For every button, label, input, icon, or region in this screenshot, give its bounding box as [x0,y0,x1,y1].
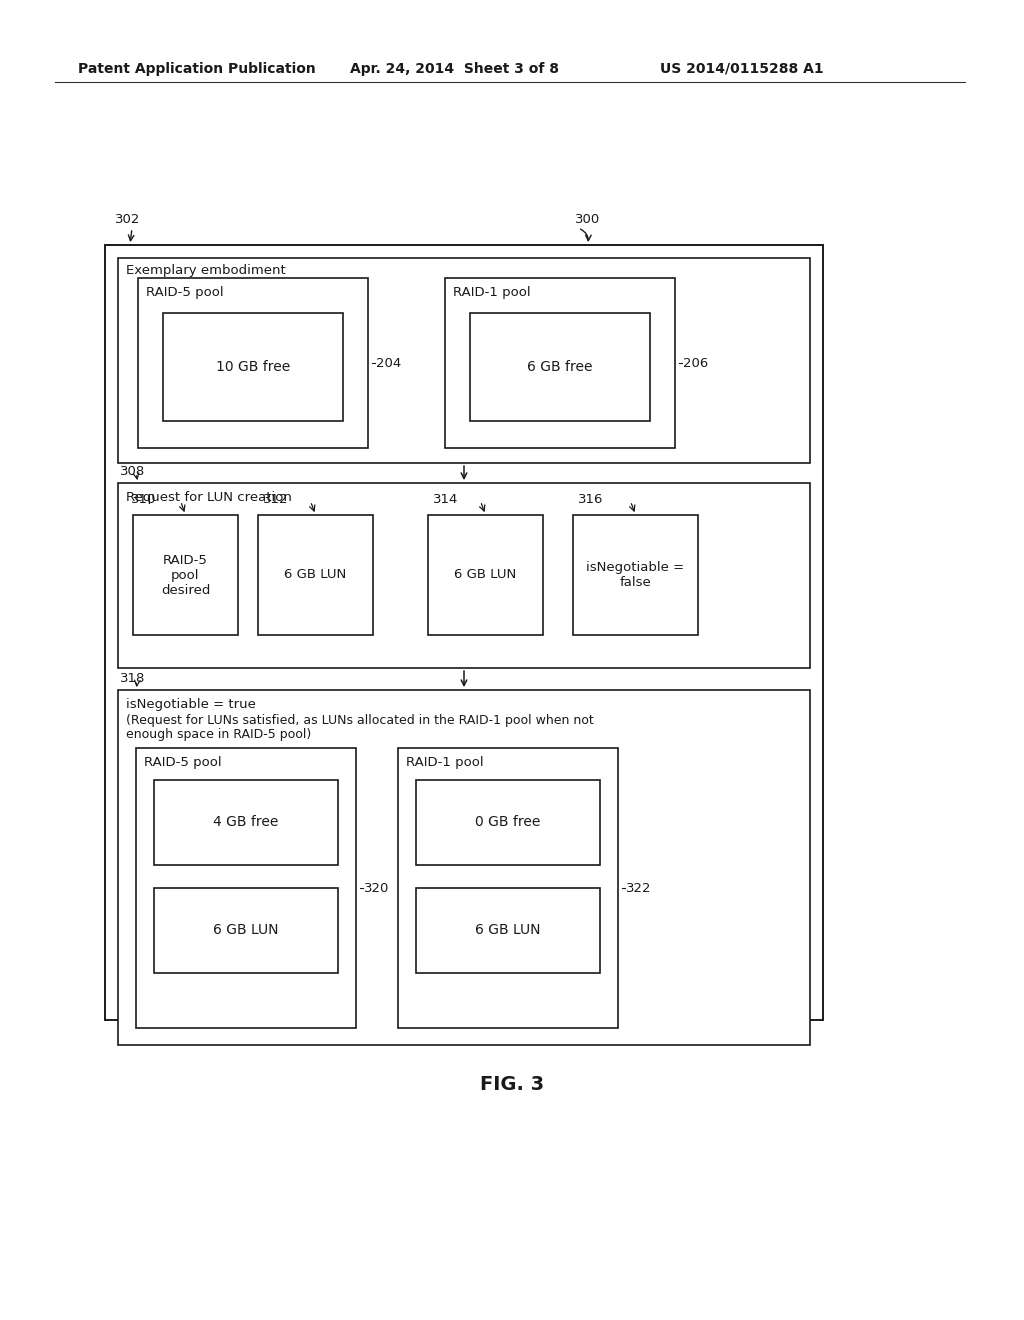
Text: 6 GB LUN: 6 GB LUN [455,569,517,582]
Bar [154,888,338,973]
Bar [154,780,338,865]
Text: RAID-5 pool: RAID-5 pool [144,756,221,770]
Text: 308: 308 [120,465,145,478]
Bar [398,748,618,1028]
Text: 310: 310 [131,492,157,506]
Text: isNegotiable =
false: isNegotiable = false [587,561,685,589]
Text: 302: 302 [115,213,140,226]
Text: 314: 314 [433,492,459,506]
Text: 4 GB free: 4 GB free [213,816,279,829]
Text: Apr. 24, 2014  Sheet 3 of 8: Apr. 24, 2014 Sheet 3 of 8 [350,62,559,77]
Text: US 2014/0115288 A1: US 2014/0115288 A1 [660,62,823,77]
Text: 316: 316 [578,492,603,506]
Bar [573,515,698,635]
Bar [133,515,238,635]
Bar [163,313,343,421]
Text: 6 GB LUN: 6 GB LUN [475,924,541,937]
Text: 10 GB free: 10 GB free [216,360,290,374]
Bar [118,483,810,668]
Text: RAID-5 pool: RAID-5 pool [146,286,223,300]
Text: isNegotiable = true: isNegotiable = true [126,698,256,711]
Text: 312: 312 [263,492,289,506]
Text: 322: 322 [626,882,651,895]
Bar [118,257,810,463]
Text: 300: 300 [575,213,600,226]
Text: RAID-5
pool
desired: RAID-5 pool desired [161,553,210,597]
Bar [138,279,368,447]
Bar [416,888,600,973]
Text: 318: 318 [120,672,145,685]
Bar [118,690,810,1045]
Bar [445,279,675,447]
Text: 6 GB LUN: 6 GB LUN [213,924,279,937]
Text: FIG. 3: FIG. 3 [480,1074,544,1094]
Text: RAID-1 pool: RAID-1 pool [406,756,483,770]
Bar [136,748,356,1028]
Text: Exemplary embodiment: Exemplary embodiment [126,264,286,277]
Bar [428,515,543,635]
Text: RAID-1 pool: RAID-1 pool [453,286,530,300]
Bar [470,313,650,421]
Text: enough space in RAID-5 pool): enough space in RAID-5 pool) [126,729,311,741]
Bar [105,246,823,1020]
Text: 6 GB LUN: 6 GB LUN [285,569,347,582]
Text: 0 GB free: 0 GB free [475,816,541,829]
Bar [416,780,600,865]
Bar [258,515,373,635]
Text: 204: 204 [376,356,401,370]
Text: (Request for LUNs satisfied, as LUNs allocated in the RAID-1 pool when not: (Request for LUNs satisfied, as LUNs all… [126,714,594,727]
Text: Patent Application Publication: Patent Application Publication [78,62,315,77]
Text: 206: 206 [683,356,709,370]
Text: 6 GB free: 6 GB free [527,360,593,374]
Text: 320: 320 [364,882,389,895]
Text: Request for LUN creation: Request for LUN creation [126,491,292,504]
